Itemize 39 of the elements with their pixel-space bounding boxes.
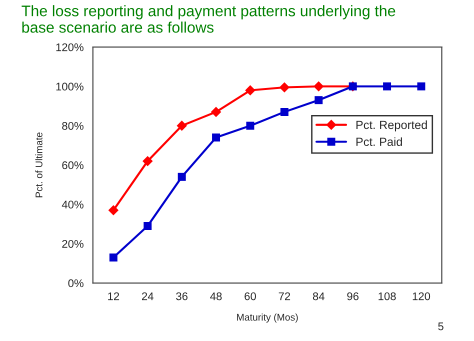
x-tick-label: 108 <box>378 292 396 300</box>
x-tick-label: 24 <box>142 292 154 300</box>
x-tick-label: 84 <box>312 292 324 300</box>
point <box>109 253 118 262</box>
y-tick-label: 60% <box>62 161 84 170</box>
legend-label: Pct. Paid <box>356 137 402 146</box>
y-tick-label: 80% <box>62 122 84 130</box>
legend-label: Pct. Reported <box>356 120 427 132</box>
point <box>178 172 186 181</box>
point <box>176 120 187 131</box>
point <box>280 82 290 92</box>
point <box>144 222 152 230</box>
point <box>314 96 323 104</box>
x-tick-label: 36 <box>176 292 188 300</box>
y-axis-title: Pct. of Ultimate <box>35 132 42 198</box>
chart-title: The loss reporting and payment patterns underlying the base scenario are as follows <box>22 5 396 33</box>
y-tick-label: 120% <box>56 43 84 52</box>
point <box>417 82 426 90</box>
point <box>245 85 256 96</box>
point <box>246 122 254 130</box>
y-tick-label: 100% <box>56 82 84 91</box>
y-tick-label: 20% <box>62 240 84 248</box>
x-tick-label: 60 <box>244 292 256 300</box>
point <box>211 107 221 117</box>
x-tick-label: 120 <box>412 292 430 300</box>
point <box>212 134 220 142</box>
x-tick-label: 96 <box>347 292 359 300</box>
point <box>108 205 118 216</box>
x-tick-label: 48 <box>210 292 222 300</box>
point <box>142 156 153 166</box>
y-tick-label: 0% <box>68 279 84 288</box>
y-tick-label: 40% <box>62 200 84 209</box>
x-axis-title: Maturity (Mos) <box>237 314 298 323</box>
point <box>314 81 324 92</box>
x-tick-label: 12 <box>108 292 120 300</box>
text: 5 <box>438 322 444 330</box>
x-tick-label: 72 <box>278 292 290 300</box>
point <box>383 82 392 90</box>
point <box>280 108 288 116</box>
